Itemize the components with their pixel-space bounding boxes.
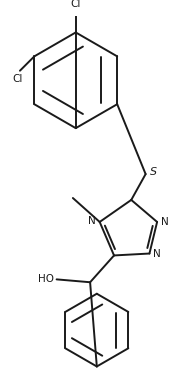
Text: N: N <box>161 217 169 227</box>
Text: S: S <box>149 167 157 177</box>
Text: N: N <box>153 248 161 259</box>
Text: HO: HO <box>38 274 54 284</box>
Text: Cl: Cl <box>13 74 23 84</box>
Text: N: N <box>88 216 96 226</box>
Text: Cl: Cl <box>70 0 81 9</box>
